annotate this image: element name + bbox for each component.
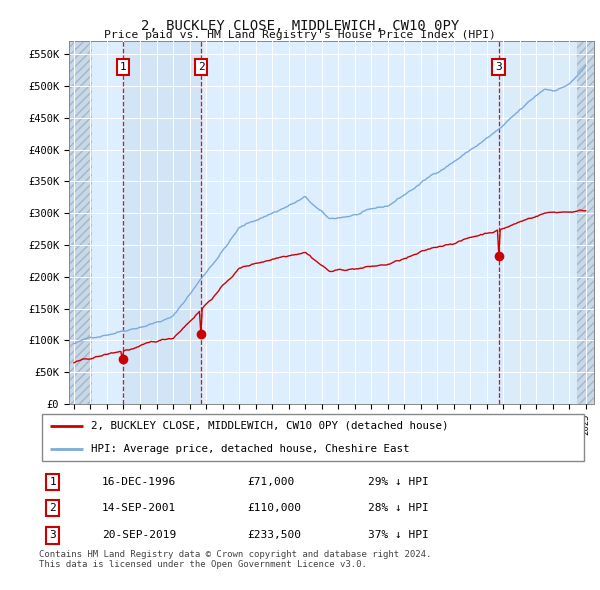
FancyBboxPatch shape (42, 414, 584, 461)
Text: HPI: Average price, detached house, Cheshire East: HPI: Average price, detached house, Ches… (91, 444, 410, 454)
Text: 1: 1 (49, 477, 56, 487)
Text: 3: 3 (49, 530, 56, 540)
Text: 2: 2 (198, 62, 205, 72)
Bar (69, 41, 92, 404)
Text: 29% ↓ HPI: 29% ↓ HPI (368, 477, 429, 487)
Text: £110,000: £110,000 (248, 503, 302, 513)
Bar (577, 41, 594, 404)
Bar (577, 41, 594, 404)
Text: 2: 2 (49, 503, 56, 513)
Text: 28% ↓ HPI: 28% ↓ HPI (368, 503, 429, 513)
Text: 3: 3 (495, 62, 502, 72)
Bar (69, 41, 92, 404)
Text: 14-SEP-2001: 14-SEP-2001 (102, 503, 176, 513)
Text: 1: 1 (119, 62, 126, 72)
Bar (123, 41, 201, 404)
Text: £233,500: £233,500 (248, 530, 302, 540)
Text: 2, BUCKLEY CLOSE, MIDDLEWICH, CW10 0PY (detached house): 2, BUCKLEY CLOSE, MIDDLEWICH, CW10 0PY (… (91, 421, 449, 431)
Bar (201, 41, 499, 404)
Text: Price paid vs. HM Land Registry's House Price Index (HPI): Price paid vs. HM Land Registry's House … (104, 30, 496, 40)
Bar (499, 41, 577, 404)
Text: 2, BUCKLEY CLOSE, MIDDLEWICH, CW10 0PY: 2, BUCKLEY CLOSE, MIDDLEWICH, CW10 0PY (141, 19, 459, 33)
Text: 16-DEC-1996: 16-DEC-1996 (102, 477, 176, 487)
Text: £71,000: £71,000 (248, 477, 295, 487)
Text: Contains HM Land Registry data © Crown copyright and database right 2024.
This d: Contains HM Land Registry data © Crown c… (39, 550, 431, 569)
Text: 37% ↓ HPI: 37% ↓ HPI (368, 530, 429, 540)
Text: 20-SEP-2019: 20-SEP-2019 (102, 530, 176, 540)
